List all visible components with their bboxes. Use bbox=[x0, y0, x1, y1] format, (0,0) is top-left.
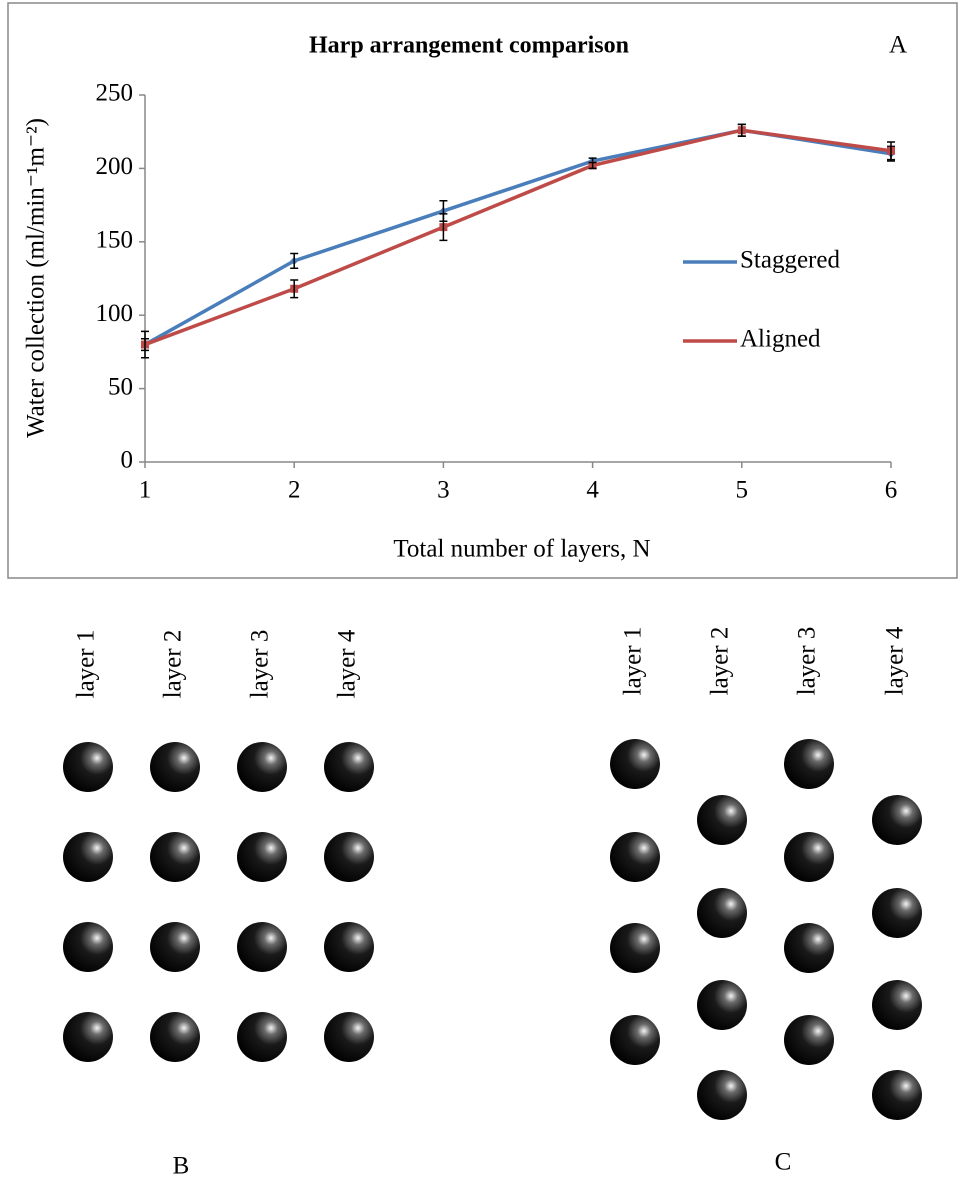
x-tick-label: 6 bbox=[885, 477, 898, 504]
error-bar bbox=[290, 279, 299, 299]
error-bar bbox=[290, 252, 299, 269]
error-bar bbox=[737, 123, 746, 137]
layer-label: layer 3 bbox=[794, 627, 821, 696]
panel-label: A bbox=[889, 32, 907, 59]
wire-cross-section bbox=[784, 739, 834, 789]
x-tick-label: 3 bbox=[437, 477, 450, 504]
y-tick-label: 100 bbox=[96, 300, 134, 327]
y-tick-label: 250 bbox=[96, 80, 134, 107]
wire-cross-section bbox=[872, 1070, 922, 1120]
wire-cross-section bbox=[610, 923, 660, 973]
error-bar bbox=[588, 161, 597, 170]
wire-cross-section bbox=[237, 1012, 287, 1062]
layer-label: layer 2 bbox=[160, 630, 187, 699]
wire-cross-section bbox=[237, 832, 287, 882]
layer-label: layer 1 bbox=[73, 630, 100, 699]
legend-label: Staggered bbox=[740, 247, 840, 274]
wire-cross-section bbox=[697, 1070, 747, 1120]
wire-cross-section bbox=[324, 832, 374, 882]
x-axis-label: Total number of layers, N bbox=[393, 536, 650, 563]
wire-cross-section bbox=[237, 742, 287, 792]
wire-cross-section bbox=[872, 980, 922, 1030]
y-axis-label: Water collection (ml/min⁻¹m⁻²) bbox=[23, 118, 50, 438]
wire-cross-section bbox=[63, 922, 113, 972]
legend-label: Aligned bbox=[740, 326, 821, 353]
x-tick-label: 5 bbox=[736, 477, 749, 504]
wire-cross-section bbox=[237, 922, 287, 972]
wire-cross-section bbox=[872, 795, 922, 845]
error-bar bbox=[887, 141, 895, 161]
wire-cross-section bbox=[610, 739, 660, 789]
wire-cross-section bbox=[784, 1015, 834, 1065]
layer-label: layer 3 bbox=[247, 630, 274, 699]
layer-label: layer 4 bbox=[882, 626, 909, 695]
layer-label: layer 4 bbox=[334, 629, 361, 698]
x-tick-label: 1 bbox=[139, 477, 152, 504]
wire-cross-section bbox=[697, 888, 747, 938]
wire-cross-section bbox=[784, 923, 834, 973]
wire-cross-section bbox=[150, 742, 200, 792]
panel-label: B bbox=[173, 1153, 190, 1180]
wire-cross-section bbox=[324, 742, 374, 792]
wire-cross-section bbox=[784, 832, 834, 882]
wire-cross-section bbox=[150, 922, 200, 972]
wire-cross-section bbox=[610, 832, 660, 882]
wire-cross-section bbox=[872, 888, 922, 938]
error-bar bbox=[439, 213, 448, 242]
y-tick-label: 50 bbox=[108, 373, 133, 400]
x-tick-label: 2 bbox=[288, 477, 301, 504]
wire-cross-section bbox=[63, 1012, 113, 1062]
wire-cross-section bbox=[324, 922, 374, 972]
wire-cross-section bbox=[150, 1012, 200, 1062]
x-tick-label: 4 bbox=[586, 477, 599, 504]
chart-title: Harp arrangement comparison bbox=[309, 33, 629, 59]
y-tick-label: 150 bbox=[96, 227, 134, 254]
error-bar bbox=[141, 330, 149, 359]
wire-cross-section bbox=[697, 980, 747, 1030]
wire-cross-section bbox=[63, 742, 113, 792]
wire-cross-section bbox=[150, 832, 200, 882]
wire-cross-section bbox=[63, 832, 113, 882]
layer-label: layer 1 bbox=[620, 627, 647, 696]
wire-cross-section bbox=[697, 795, 747, 845]
series-line bbox=[144, 128, 892, 347]
wire-cross-section bbox=[610, 1015, 660, 1065]
layer-label: layer 2 bbox=[707, 627, 734, 696]
panel-label: C bbox=[775, 1149, 792, 1176]
wire-cross-section bbox=[324, 1012, 374, 1062]
chart-frame bbox=[7, 2, 958, 579]
y-tick-label: 0 bbox=[121, 447, 134, 474]
y-tick-label: 200 bbox=[96, 153, 134, 180]
